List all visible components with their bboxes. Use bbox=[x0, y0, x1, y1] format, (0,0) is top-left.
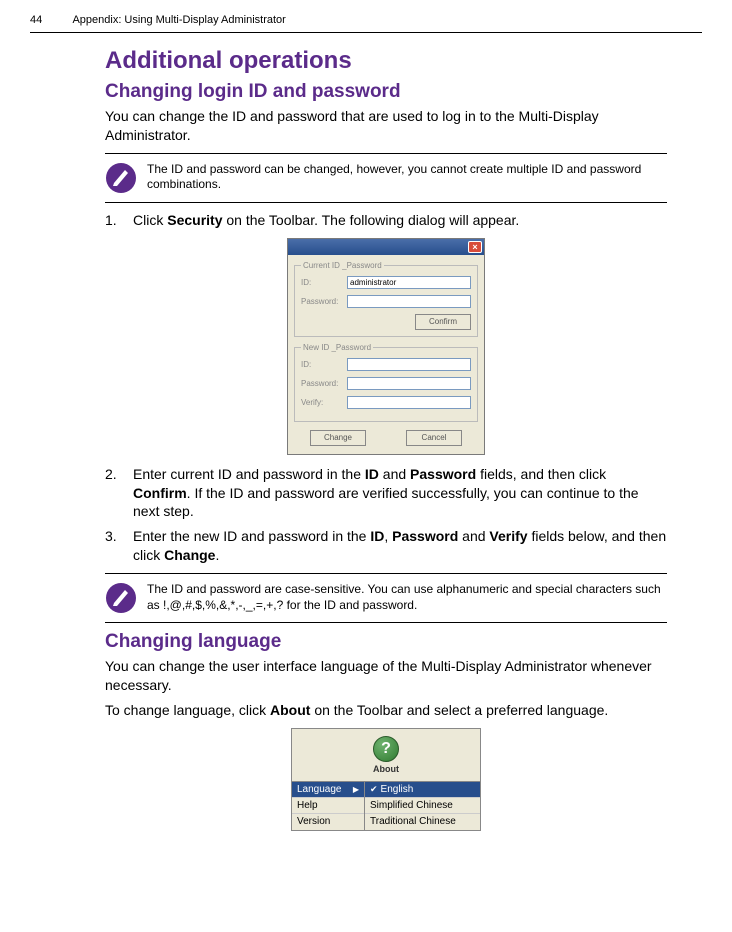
section2-p2: To change language, click About on the T… bbox=[105, 701, 667, 720]
cancel-button[interactable]: Cancel bbox=[406, 430, 462, 446]
menu-item-version[interactable]: Version bbox=[292, 814, 364, 830]
step-2: 2. Enter current ID and password in the … bbox=[105, 465, 667, 522]
section2-p1: You can change the user interface langua… bbox=[105, 657, 667, 695]
lang-english[interactable]: ✔English bbox=[365, 782, 480, 798]
current-id-group: Current ID _Password ID: Password: Confi… bbox=[294, 261, 478, 337]
lang-simplified-chinese[interactable]: Simplified Chinese bbox=[365, 798, 480, 814]
note-box-1: The ID and password can be changed, howe… bbox=[105, 153, 667, 203]
step-1: 1. Click Security on the Toolbar. The fo… bbox=[105, 211, 667, 230]
current-id-input[interactable] bbox=[347, 276, 471, 289]
password-label: Password: bbox=[301, 297, 347, 306]
verify-label: Verify: bbox=[301, 398, 347, 407]
security-dialog: × Current ID _Password ID: Password: Con… bbox=[287, 238, 485, 455]
section1-heading: Changing login ID and password bbox=[105, 81, 667, 103]
group2-legend: New ID _Password bbox=[301, 343, 373, 352]
current-password-input[interactable] bbox=[347, 295, 471, 308]
step-3: 3. Enter the new ID and password in the … bbox=[105, 527, 667, 565]
dialog-titlebar: × bbox=[288, 239, 484, 255]
new-id-label: ID: bbox=[301, 360, 347, 369]
section2-heading: Changing language bbox=[105, 631, 667, 653]
menu-item-help[interactable]: Help bbox=[292, 798, 364, 814]
pencil-icon bbox=[105, 582, 137, 614]
change-button[interactable]: Change bbox=[310, 430, 366, 446]
about-menu: ? About Language▶ Help Version ✔English … bbox=[291, 728, 481, 831]
id-label: ID: bbox=[301, 278, 347, 287]
lang-traditional-chinese[interactable]: Traditional Chinese bbox=[365, 814, 480, 830]
new-id-input[interactable] bbox=[347, 358, 471, 371]
new-password-label: Password: bbox=[301, 379, 347, 388]
close-button[interactable]: × bbox=[468, 241, 482, 253]
new-password-input[interactable] bbox=[347, 377, 471, 390]
group1-legend: Current ID _Password bbox=[301, 261, 384, 270]
page-title: Additional operations bbox=[105, 47, 667, 75]
section1-intro: You can change the ID and password that … bbox=[105, 107, 667, 145]
page-number: 44 bbox=[30, 14, 70, 26]
header-section: Appendix: Using Multi-Display Administra… bbox=[72, 14, 285, 26]
verify-input[interactable] bbox=[347, 396, 471, 409]
about-submenu-right: ✔English Simplified Chinese Traditional … bbox=[365, 782, 481, 831]
about-label: About bbox=[373, 764, 399, 774]
page-header: 44 Appendix: Using Multi-Display Adminis… bbox=[30, 0, 702, 33]
pencil-icon bbox=[105, 162, 137, 194]
confirm-button[interactable]: Confirm bbox=[415, 314, 471, 330]
about-submenu-left: Language▶ Help Version bbox=[291, 782, 365, 831]
note-text-1: The ID and password can be changed, howe… bbox=[147, 162, 667, 193]
note-box-2: The ID and password are case-sensitive. … bbox=[105, 573, 667, 623]
check-icon: ✔ bbox=[370, 784, 378, 794]
question-icon: ? bbox=[373, 736, 399, 762]
menu-item-language[interactable]: Language▶ bbox=[292, 782, 364, 798]
about-menu-top[interactable]: ? About bbox=[291, 728, 481, 782]
note-text-2: The ID and password are case-sensitive. … bbox=[147, 582, 667, 613]
new-id-group: New ID _Password ID: Password: Verify: bbox=[294, 343, 478, 422]
chevron-right-icon: ▶ bbox=[353, 785, 359, 794]
